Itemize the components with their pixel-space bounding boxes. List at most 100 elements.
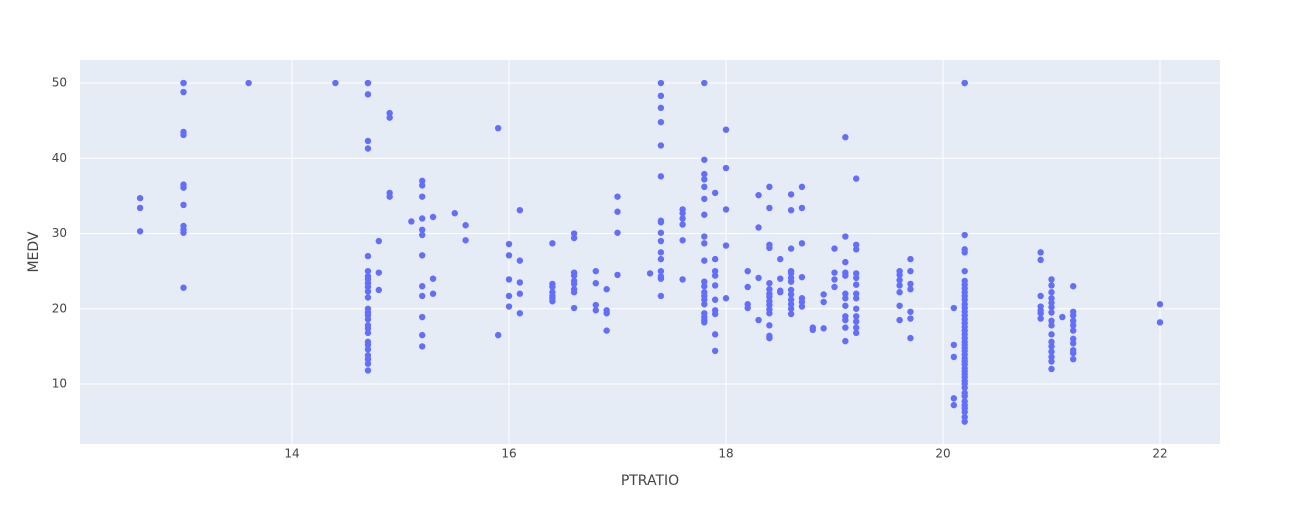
point xyxy=(419,313,426,321)
point xyxy=(842,337,849,345)
point xyxy=(408,218,415,225)
point xyxy=(657,229,665,236)
point xyxy=(755,224,762,231)
x-tick-label: 20 xyxy=(935,447,950,461)
point xyxy=(180,131,187,139)
point xyxy=(907,267,914,275)
point xyxy=(766,301,773,309)
point xyxy=(419,177,426,185)
point xyxy=(614,271,621,279)
point xyxy=(907,286,914,293)
point xyxy=(896,276,903,284)
point xyxy=(950,401,958,409)
point xyxy=(1048,343,1055,350)
point xyxy=(1048,309,1055,316)
point xyxy=(755,274,762,282)
point xyxy=(831,269,838,276)
point xyxy=(711,347,719,355)
point xyxy=(451,210,458,217)
point xyxy=(180,79,187,87)
point xyxy=(722,126,730,133)
point xyxy=(494,331,502,339)
point xyxy=(657,118,665,126)
point xyxy=(245,79,252,87)
point xyxy=(657,255,665,263)
point xyxy=(549,283,556,291)
point xyxy=(614,193,621,200)
point xyxy=(505,303,513,310)
point xyxy=(570,280,578,288)
point xyxy=(570,304,578,312)
point xyxy=(853,270,860,277)
point xyxy=(711,189,719,197)
point xyxy=(180,201,187,209)
point xyxy=(657,219,665,226)
point xyxy=(657,79,665,87)
point xyxy=(592,307,600,314)
point xyxy=(744,304,751,312)
point xyxy=(853,175,860,182)
point xyxy=(429,213,437,221)
point xyxy=(961,267,968,275)
point xyxy=(679,276,686,283)
point xyxy=(711,267,719,275)
point xyxy=(419,292,426,300)
point xyxy=(679,221,686,228)
point xyxy=(364,329,372,337)
point xyxy=(701,257,708,264)
point xyxy=(896,289,903,296)
point xyxy=(766,293,773,300)
point xyxy=(842,134,849,141)
point xyxy=(853,329,860,337)
point xyxy=(961,413,968,421)
point xyxy=(950,395,958,402)
point xyxy=(592,301,600,309)
point xyxy=(494,124,502,132)
point xyxy=(419,252,426,259)
point xyxy=(364,325,372,332)
point xyxy=(386,109,393,117)
point xyxy=(657,173,665,180)
point xyxy=(386,193,393,200)
point xyxy=(1037,256,1044,264)
point xyxy=(853,274,860,282)
point xyxy=(853,318,860,325)
point xyxy=(853,324,860,331)
point xyxy=(1048,358,1055,365)
point xyxy=(364,267,372,275)
point xyxy=(364,288,372,295)
point xyxy=(701,195,708,203)
point xyxy=(798,303,806,310)
point xyxy=(1070,283,1077,290)
point xyxy=(1037,249,1044,256)
point xyxy=(386,114,393,121)
point xyxy=(592,267,600,275)
point xyxy=(679,237,686,244)
point xyxy=(419,283,426,290)
point xyxy=(787,291,795,298)
point xyxy=(755,191,762,199)
point xyxy=(592,279,600,287)
point xyxy=(364,294,372,301)
point xyxy=(1037,292,1044,300)
point xyxy=(896,316,903,324)
point xyxy=(364,367,372,374)
point xyxy=(853,246,860,253)
point xyxy=(180,184,187,191)
point xyxy=(907,308,914,315)
point xyxy=(364,360,372,367)
point xyxy=(516,279,524,286)
point xyxy=(711,331,719,338)
point xyxy=(364,355,372,363)
point xyxy=(419,331,426,339)
point xyxy=(1048,289,1055,296)
point xyxy=(831,276,838,283)
point xyxy=(614,229,621,236)
point xyxy=(842,324,849,331)
point xyxy=(375,286,383,294)
point xyxy=(820,298,827,306)
point xyxy=(961,249,968,256)
point xyxy=(842,302,849,309)
